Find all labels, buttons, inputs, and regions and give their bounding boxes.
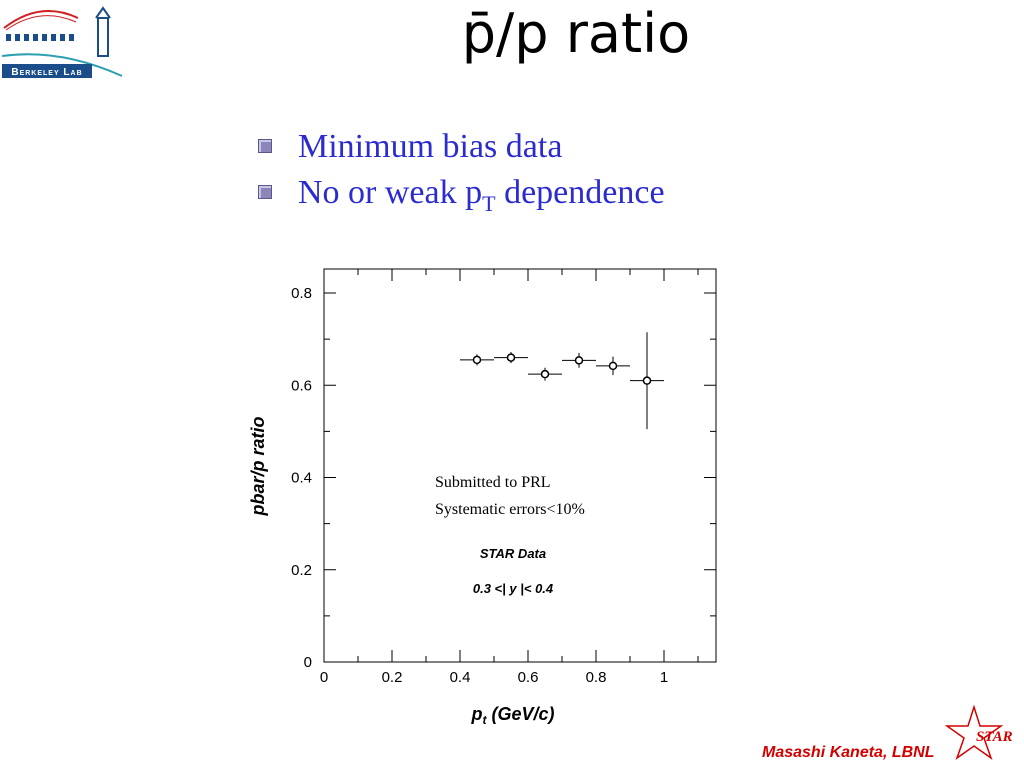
bullet-item: No or weak pT dependence bbox=[258, 170, 665, 216]
logo-text: Berkeley Lab bbox=[11, 67, 82, 78]
x-tick-label: 0.4 bbox=[450, 669, 471, 686]
x-tick-label: 0.8 bbox=[586, 669, 607, 686]
y-tick-label: 0.6 bbox=[291, 377, 312, 394]
x-axis-label: pt (GeV/c) bbox=[470, 704, 554, 727]
x-axis-label-sub: t bbox=[482, 713, 487, 727]
plot-frame bbox=[323, 268, 717, 663]
data-point bbox=[642, 376, 652, 385]
square-bullet-icon bbox=[258, 139, 272, 154]
x-tick-label: 1 bbox=[660, 669, 668, 686]
author-credit: Masashi Kaneta, LBNL bbox=[762, 744, 935, 761]
star-icon bbox=[944, 704, 1004, 760]
x-axis-label-main: p bbox=[470, 704, 482, 724]
bullet-list: Minimum bias data No or weak pT dependen… bbox=[258, 124, 665, 216]
data-point bbox=[540, 369, 550, 379]
x-tick-label: 0 bbox=[320, 669, 328, 686]
bullet-text: Minimum bias data bbox=[298, 128, 563, 165]
annotation-star-data: STAR Data bbox=[480, 546, 546, 561]
data-point bbox=[506, 353, 516, 362]
y-tick-label: 0.2 bbox=[291, 562, 312, 579]
data-point bbox=[608, 361, 618, 371]
y-tick-label: 0.8 bbox=[291, 285, 312, 302]
annotation-note-1: Submitted to PRL bbox=[435, 474, 551, 491]
y-axis-label: pbar/p ratio bbox=[248, 416, 268, 516]
bullet-item: Minimum bias data bbox=[258, 124, 665, 170]
x-tick-label: 0.6 bbox=[518, 669, 539, 686]
slide-title: p̄/p ratio bbox=[461, 2, 691, 65]
y-tick-label: 0 bbox=[304, 654, 312, 671]
annotation-note-2: Systematic errors<10% bbox=[435, 501, 585, 518]
data-point bbox=[574, 356, 584, 365]
data-point bbox=[472, 355, 482, 365]
bullet-subscript: T bbox=[482, 191, 496, 216]
y-tick-label: 0.4 bbox=[291, 470, 312, 487]
berkeley-lab-logo: Berkeley Lab bbox=[1, 6, 123, 78]
annotation-rapidity: 0.3 <| y |< 0.4 bbox=[473, 581, 554, 596]
star-logo: STAR bbox=[944, 704, 1013, 760]
bullet-text: No or weak p bbox=[298, 174, 483, 211]
x-tick-label: 0.2 bbox=[382, 669, 403, 686]
star-logo-text: STAR bbox=[976, 729, 1013, 745]
bullet-text-after: dependence bbox=[495, 174, 665, 211]
x-axis-label-unit: (GeV/c) bbox=[486, 704, 554, 724]
square-bullet-icon bbox=[258, 185, 272, 200]
